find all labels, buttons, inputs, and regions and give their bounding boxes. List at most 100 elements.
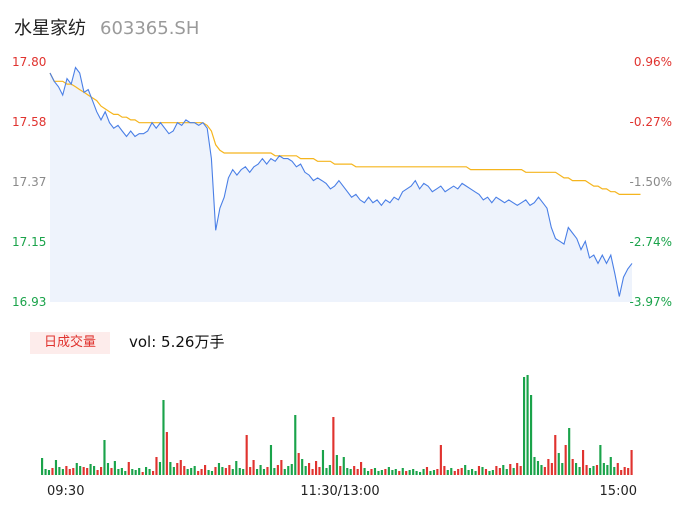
volume-bar [363, 468, 366, 475]
volume-bar [561, 463, 564, 475]
volume-bar [543, 467, 546, 475]
volume-bar [318, 467, 321, 475]
volume-bar [616, 463, 619, 475]
volume-bar [176, 463, 179, 475]
volume-bar [249, 467, 252, 475]
price-axis-labels: 17.80 17.58 17.37 17.15 16.93 0.96% -0.27% -1.5… [12, 55, 672, 309]
volume-bar [599, 445, 602, 475]
volume-bar [117, 469, 120, 475]
volume-bar [210, 471, 214, 475]
volume-bar [360, 462, 363, 475]
volume-bar [332, 417, 335, 475]
pct-tick-label: -1.50% [630, 175, 672, 189]
volume-bar [315, 461, 318, 475]
volume-bar [245, 435, 248, 475]
volume-bar [627, 468, 630, 475]
volume-bar [564, 445, 567, 475]
volume-tab[interactable]: 日成交量 [30, 332, 110, 354]
volume-bar [256, 469, 259, 475]
volume-bar [165, 432, 168, 475]
volume-bar [61, 469, 64, 475]
volume-bar [134, 470, 137, 475]
volume-bar [96, 470, 99, 475]
volume-bar [401, 468, 404, 475]
volume-bar [214, 467, 217, 475]
volume-bar [432, 470, 436, 475]
volume-bar [311, 469, 314, 475]
volume-bar [356, 469, 359, 475]
volume-bar [148, 469, 151, 475]
volume-bar [536, 461, 540, 475]
volume-bar [540, 465, 543, 475]
time-axis-labels: 09:30 11:30/13:00 15:00 [47, 484, 637, 499]
volume-bar [179, 460, 182, 475]
volume-bar [287, 466, 290, 475]
volume-bar [419, 472, 422, 475]
volume-bar [297, 453, 300, 475]
pct-tick-label: -0.27% [630, 115, 672, 129]
volume-bar [405, 471, 408, 475]
price-tick-label: 16.93 [12, 295, 46, 309]
volume-bar [568, 428, 571, 475]
volume-bar [131, 469, 134, 475]
volume-bar [280, 460, 283, 475]
volume-bar [425, 467, 429, 475]
volume-bar [68, 469, 71, 475]
volume-bar [609, 457, 612, 475]
volume-bar [224, 468, 227, 475]
volume-bar [301, 459, 304, 475]
volume-bar [516, 463, 519, 475]
volume-bar [283, 469, 286, 475]
volume-bar [290, 464, 293, 475]
volume-bar [204, 465, 207, 475]
volume-bar [124, 471, 127, 475]
volume-bar [488, 471, 491, 475]
volume-bar [453, 471, 456, 475]
volume-bar [450, 468, 453, 475]
volume-bar [294, 415, 297, 475]
volume-bar [321, 450, 325, 475]
volume-bar [93, 466, 96, 475]
volume-bar [491, 470, 494, 475]
volume-bar [79, 466, 82, 475]
volume-bar [186, 469, 189, 475]
volume-bar [471, 469, 474, 475]
volume-bar [228, 465, 231, 475]
volume-bar [259, 465, 262, 475]
volume-bar [207, 470, 210, 475]
volume-bar [391, 470, 394, 475]
volume-bar [51, 468, 54, 475]
volume-bar [353, 466, 356, 475]
volume-bar [304, 466, 307, 475]
volume-bar [557, 453, 560, 475]
volume-bar [613, 467, 616, 475]
volume-bar [335, 455, 338, 475]
volume-bar [308, 463, 311, 475]
volume-bar [582, 450, 585, 475]
pct-tick-label: -2.74% [630, 235, 672, 249]
volume-bar [367, 471, 370, 475]
volume-bar [138, 468, 141, 475]
volume-bar [100, 467, 103, 475]
volume-bar [429, 471, 432, 475]
volume-bar [380, 470, 383, 475]
volume-panel [41, 375, 633, 475]
volume-bar [502, 465, 505, 475]
volume-bar [44, 469, 47, 475]
volume-bar [339, 466, 342, 475]
volume-bar [592, 466, 595, 475]
volume-bar [197, 471, 200, 475]
volume-bar [602, 463, 605, 475]
volume-bar [554, 435, 557, 475]
time-tick-label: 09:30 [47, 484, 84, 499]
volume-bar [484, 469, 488, 475]
volume-bar [158, 462, 162, 475]
volume-bar [422, 469, 425, 475]
volume-bar [169, 462, 172, 475]
volume-bar [547, 459, 550, 475]
volume-bar [443, 466, 446, 475]
volume-bar [481, 467, 484, 475]
volume-bar [152, 471, 155, 475]
volume-bar [460, 468, 463, 475]
